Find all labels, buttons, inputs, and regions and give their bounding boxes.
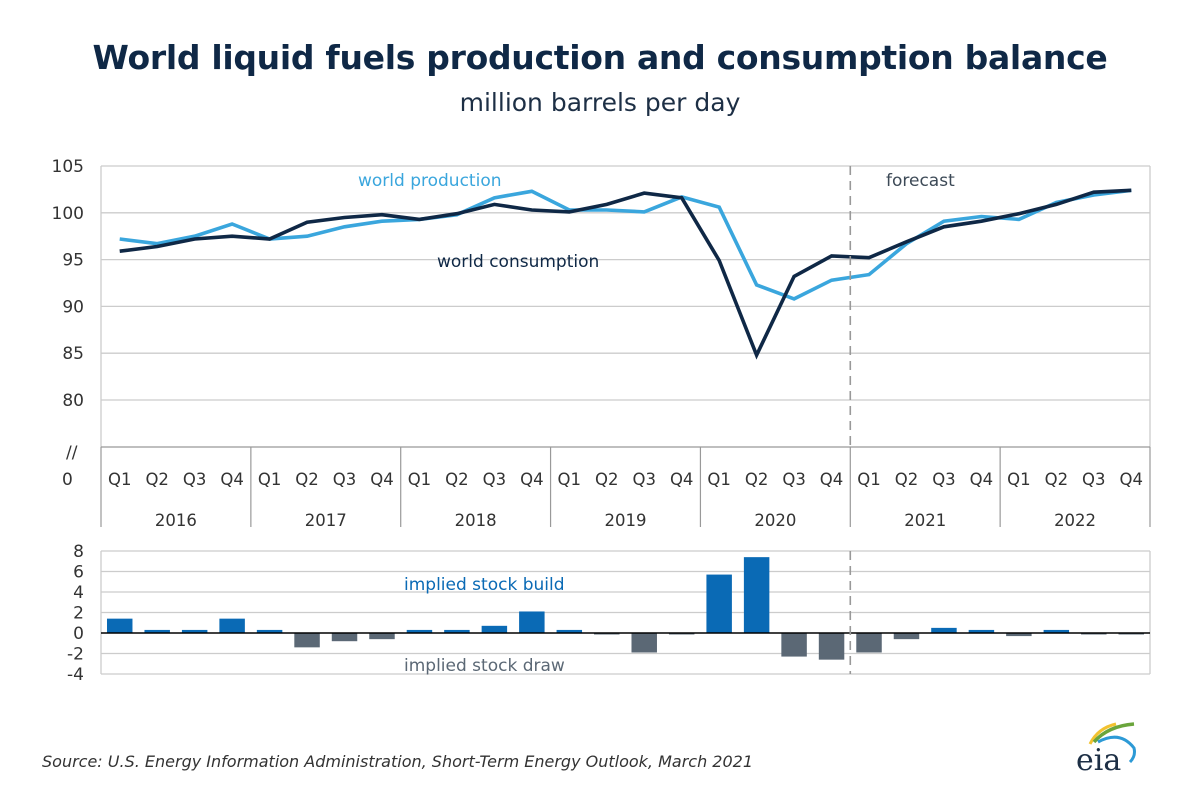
x-tick-label: Q1 — [408, 470, 432, 489]
implied-stock-build-label: implied stock build — [404, 575, 565, 595]
x-tick-label: Q4 — [670, 470, 694, 489]
x-tick-label: Q4 — [370, 470, 394, 489]
y-tick-label: 8 — [73, 542, 84, 562]
y-tick-label: 100 — [52, 204, 84, 224]
stock-draw-bar — [893, 633, 920, 640]
x-tick-label: Q2 — [745, 470, 769, 489]
stock-draw-bar — [818, 633, 845, 660]
world-production-line — [119, 188, 1132, 301]
year-label: 2021 — [904, 511, 946, 530]
x-tick-label: Q2 — [595, 470, 619, 489]
x-tick-label: Q4 — [820, 470, 844, 489]
y-tick-label: 105 — [52, 157, 84, 177]
x-tick-label: Q2 — [295, 470, 319, 489]
x-tick-label: Q3 — [1082, 470, 1106, 489]
y-tick-label: 85 — [62, 344, 84, 364]
stock-draw-bar — [856, 633, 882, 653]
stock-build-bar — [256, 629, 283, 633]
year-label: 2016 — [155, 511, 197, 530]
stock-build-bar — [444, 629, 470, 633]
x-tick-label: Q1 — [1007, 470, 1031, 489]
stock-build-bar — [519, 611, 545, 633]
x-tick-label: Q2 — [895, 470, 919, 489]
stock-build-bar — [968, 629, 995, 633]
implied-stock-draw-label: implied stock draw — [404, 656, 565, 676]
top-chart-y-axis: 105 100 95 90 85 80 — [52, 157, 84, 411]
y-tick-label: 4 — [73, 583, 84, 603]
stock-build-bar — [181, 629, 208, 633]
stock-build-bar — [406, 629, 433, 633]
x-tick-label: Q1 — [108, 470, 132, 489]
y-tick-label: 95 — [62, 251, 84, 271]
y-tick-label: 0 — [73, 624, 84, 644]
world-consumption-line — [119, 188, 1132, 360]
y-tick-label: -4 — [67, 665, 84, 685]
stock-draw-bar — [1006, 633, 1032, 637]
x-tick-label: Q3 — [932, 470, 956, 489]
stock-build-bar — [1043, 629, 1070, 633]
bottom-chart-grid — [100, 550, 1151, 675]
chart-subtitle: million barrels per day — [459, 88, 741, 117]
stock-build-bar — [106, 618, 133, 633]
y-tick-label: -2 — [67, 645, 84, 665]
eia-logo: eia — [1076, 722, 1136, 778]
x-tick-label: Q1 — [857, 470, 881, 489]
series-lines — [119, 188, 1132, 360]
stock-draw-bar — [631, 633, 657, 653]
stock-build-bar — [481, 625, 508, 633]
x-tick-label: Q3 — [183, 470, 207, 489]
axis-break-symbol: // — [66, 443, 78, 463]
x-tick-label: Q4 — [220, 470, 244, 489]
logo-text: eia — [1076, 743, 1121, 778]
year-label: 2018 — [455, 511, 497, 530]
x-tick-label: Q3 — [483, 470, 507, 489]
year-label: 2017 — [305, 511, 347, 530]
x-tick-label: Q2 — [1045, 470, 1069, 489]
stock-build-bar — [219, 618, 245, 633]
source-note: Source: U.S. Energy Information Administ… — [42, 752, 754, 771]
world-consumption-label: world consumption — [437, 252, 599, 272]
top-chart-grid — [100, 165, 1151, 447]
world-production-label: world production — [358, 171, 502, 191]
x-tick-label: Q2 — [145, 470, 169, 489]
forecast-label: forecast — [886, 171, 955, 191]
stock-draw-bar — [369, 633, 395, 640]
x-tick-label: Q1 — [707, 470, 731, 489]
logo-swoosh-blue — [1097, 735, 1136, 764]
x-tick-label: Q3 — [632, 470, 656, 489]
x-tick-label: Q1 — [258, 470, 282, 489]
y-tick-label: 2 — [73, 604, 84, 624]
stock-draw-bar — [781, 633, 807, 657]
stock-draw-bar — [294, 633, 320, 648]
stock-draw-bar — [331, 633, 358, 642]
year-label: 2022 — [1054, 511, 1096, 530]
x-tick-label: Q4 — [1120, 470, 1144, 489]
x-tick-label: Q4 — [970, 470, 994, 489]
y-tick-label: 80 — [62, 391, 84, 411]
stock-build-bar — [931, 627, 957, 633]
stock-build-bar — [706, 574, 732, 633]
year-label: 2019 — [605, 511, 647, 530]
y-tick-label: 90 — [62, 297, 84, 317]
x-tick-label: Q2 — [445, 470, 469, 489]
x-tick-label: Q4 — [520, 470, 544, 489]
x-axis: Q1 Q2 Q3 Q4 Q1 Q2 Q3 Q4 Q1 Q2 Q3 Q4 Q1 Q2 Q3 Q4 Q1 Q2 Q3 Q4… — [100, 446, 1151, 530]
year-label: 2020 — [754, 511, 796, 530]
x-tick-label: Q3 — [782, 470, 806, 489]
y-tick-label: 6 — [73, 563, 84, 583]
axis-zero-label: 0 — [62, 470, 73, 490]
stock-build-bar — [556, 629, 583, 633]
logo-swoosh-yellow — [1088, 722, 1117, 745]
x-tick-label: Q3 — [333, 470, 357, 489]
stock-build-bar — [144, 629, 170, 633]
x-tick-label: Q1 — [558, 470, 582, 489]
stock-build-bar — [743, 557, 770, 633]
stock-change-bars — [101, 557, 1150, 660]
chart-title: World liquid fuels production and consum… — [92, 38, 1108, 77]
logo-swoosh-green — [1092, 722, 1135, 744]
